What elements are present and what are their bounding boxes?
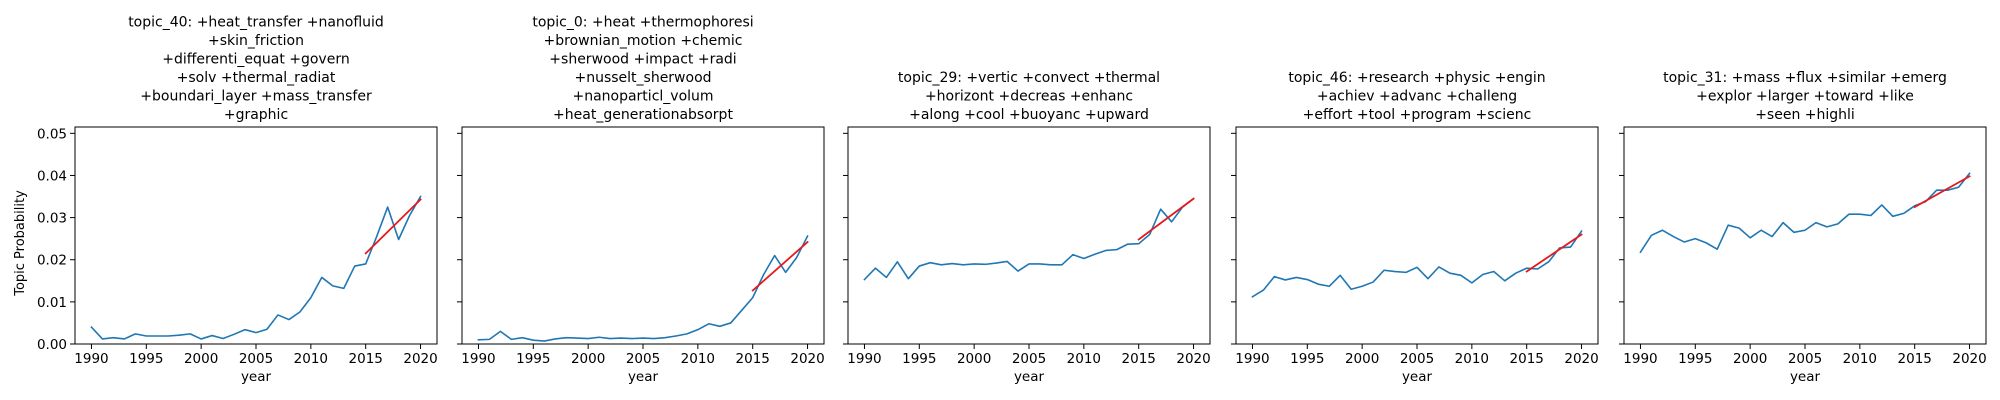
x-tick-label: 1995 <box>1678 351 1712 367</box>
x-tick-label: 2015 <box>349 351 383 367</box>
x-axis-label: year <box>241 369 272 385</box>
chart-title-line: topic_46: +research +physic +engin <box>1288 70 1545 86</box>
trend-fit-line <box>1525 233 1583 273</box>
x-tick-label: 2015 <box>1898 351 1932 367</box>
x-tick-label: 2015 <box>1510 351 1544 367</box>
chart-panels: topic_40: +heat_transfer +nanofluid +skin… <box>37 15 1987 386</box>
y-tick-label: 0.00 <box>37 337 67 353</box>
topic-probability-line <box>90 195 422 340</box>
x-tick-label: 2010 <box>294 351 328 367</box>
x-tick-label: 2010 <box>1455 351 1489 367</box>
x-tick-label: 2010 <box>1843 351 1877 367</box>
chart-panel-2: topic_0: +heat +thermophoresi +brownian_m… <box>457 15 825 385</box>
chart-title-line: +heat_generationabsorpt <box>553 107 733 123</box>
chart-panel-1: topic_40: +heat_transfer +nanofluid +skin… <box>37 15 438 386</box>
x-tick-label: 2020 <box>1176 351 1210 367</box>
trend-fit-line <box>364 198 422 255</box>
plot-area <box>477 235 809 342</box>
x-tick-label: 1990 <box>1235 351 1269 367</box>
chart-title-line: +achiev +advanc +challeng <box>1317 89 1517 105</box>
chart-title-line: +explor +larger +toward +like <box>1696 89 1914 105</box>
chart-title-line: +horizont +decreas +enhanc <box>925 89 1133 105</box>
x-tick-label: 1995 <box>129 351 163 367</box>
topic-probability-line <box>477 235 809 342</box>
topic-probability-line <box>1639 172 1971 254</box>
trend-fit-line <box>1913 175 1971 209</box>
plot-area <box>863 197 1195 281</box>
chart-title-line: +boundari_layer +mass_transfer <box>140 89 372 105</box>
chart-title-line: +along +cool +buoyanc +upward <box>909 107 1149 123</box>
chart-title-line: topic_31: +mass +flux +similar +emerg <box>1663 70 1947 86</box>
chart-title-line: +seen +highli <box>1755 107 1855 123</box>
plot-area <box>1639 172 1971 254</box>
x-tick-label: 2000 <box>957 351 991 367</box>
chart-title-line: +nusselt_sherwood <box>574 70 711 86</box>
chart-title-line: +effort +tool +program +scienc <box>1303 107 1532 123</box>
x-tick-label: 1990 <box>461 351 495 367</box>
x-axis-label: year <box>628 369 659 385</box>
x-tick-label: 2005 <box>1012 351 1046 367</box>
x-tick-label: 2000 <box>571 351 605 367</box>
x-tick-label: 2020 <box>1952 351 1986 367</box>
x-tick-label: 2020 <box>403 351 437 367</box>
x-tick-label: 2005 <box>1788 351 1822 367</box>
x-tick-label: 2020 <box>790 351 824 367</box>
x-axis-label: year <box>1014 369 1045 385</box>
x-tick-label: 1990 <box>74 351 108 367</box>
x-tick-label: 2005 <box>1400 351 1434 367</box>
chart-title-line: +graphic <box>224 107 288 123</box>
chart-title-line: +nanoparticl_volum <box>572 89 713 105</box>
y-tick-label: 0.05 <box>37 126 67 142</box>
chart-title-line: +brownian_motion +chemic <box>544 33 743 49</box>
chart-title-line: +solv +thermal_radiat <box>177 70 336 86</box>
x-tick-label: 2010 <box>1067 351 1101 367</box>
x-tick-label: 1995 <box>902 351 936 367</box>
x-tick-label: 1995 <box>1290 351 1324 367</box>
y-tick-label: 0.03 <box>37 211 67 227</box>
x-tick-label: 2015 <box>736 351 770 367</box>
plot-area <box>90 195 422 340</box>
topic-probability-line <box>1251 229 1583 298</box>
chart-title-line: topic_29: +vertic +convect +thermal <box>898 70 1160 86</box>
chart-title-line: topic_40: +heat_transfer +nanofluid <box>128 15 384 31</box>
x-tick-label: 2000 <box>1345 351 1379 367</box>
chart-title-line: topic_0: +heat +thermophoresi <box>532 15 753 31</box>
y-tick-label: 0.02 <box>37 253 67 269</box>
chart-title-line: +differenti_equat +govern <box>162 52 349 68</box>
plot-area <box>1251 229 1583 298</box>
chart-panel-4: topic_46: +research +physic +engin +achie… <box>1231 70 1599 385</box>
y-axis-label: Topic Probability <box>13 190 28 297</box>
x-axis-label: year <box>1402 369 1433 385</box>
x-tick-label: 2020 <box>1564 351 1598 367</box>
x-tick-label: 2000 <box>184 351 218 367</box>
x-tick-label: 1995 <box>516 351 550 367</box>
y-tick-label: 0.01 <box>37 295 67 311</box>
chart-title-line: +sherwood +impact +radi <box>549 52 736 68</box>
chart-title-line: +skin_friction <box>208 33 304 49</box>
chart-panel-3: topic_29: +vertic +convect +thermal +hori… <box>843 70 1211 385</box>
topic-probability-line <box>863 197 1195 281</box>
x-tick-label: 2005 <box>239 351 273 367</box>
x-axis-label: year <box>1790 369 1821 385</box>
x-tick-label: 1990 <box>847 351 881 367</box>
x-tick-label: 2000 <box>1733 351 1767 367</box>
trend-fit-line <box>1137 197 1195 241</box>
x-tick-label: 1990 <box>1623 351 1657 367</box>
y-tick-label: 0.04 <box>37 168 67 184</box>
trend-fit-line <box>751 240 809 292</box>
x-tick-label: 2015 <box>1122 351 1156 367</box>
x-tick-label: 2010 <box>681 351 715 367</box>
x-tick-label: 2005 <box>626 351 660 367</box>
chart-panel-5: topic_31: +mass +flux +similar +emerg +ex… <box>1619 70 1987 385</box>
